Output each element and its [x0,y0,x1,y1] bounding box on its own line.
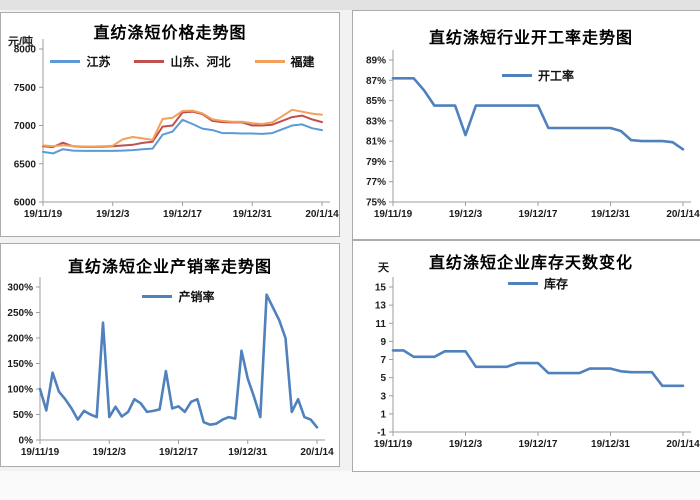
y-tick-label: 100% [7,385,33,396]
legend-line-icon [254,60,285,63]
legend-item: 库存 [507,275,568,292]
y-tick-label: 79% [366,157,386,168]
x-tick-label: 19/12/31 [591,209,630,220]
chart-title: 直纺涤短企业库存天数变化 [428,255,633,272]
y-tick-label: 6500 [14,159,37,170]
y-tick-label: 7 [380,355,386,366]
y-tick-label: 7000 [14,121,37,132]
series-line [38,293,319,429]
y-tick-label: 83% [366,116,386,127]
chart-plot: 75%77%79%81%83%85%87%89%19/11/19 19/12/3 1… [366,50,700,220]
y-axis-unit-label: 天 [378,262,389,274]
x-tick-label: 20/1/14 [666,439,700,450]
y-tick-label: 15 [375,283,387,294]
y-tick-label: 1 [380,409,386,420]
chart-panel-inventory-days: 直纺涤短企业库存天数变化 天 -1 1 3 5 7 9 11 13 15 19/11/19 19/1… [352,240,700,472]
chart-legend: 库存 [393,275,683,292]
y-tick-label: 300% [7,283,33,294]
page-bottom-margin [0,471,700,500]
legend-label: 山东、河北 [170,55,231,69]
y-tick-label: 50% [13,410,33,421]
y-tick-label: 0% [19,436,34,447]
y-tick-label: 85% [366,96,386,107]
y-axis-unit-label: 元/吨 [8,36,34,48]
y-tick-label: 200% [7,334,33,345]
x-tick-label: 19/12/17 [159,447,198,458]
chart-title: 直纺涤短价格走势图 [93,25,247,42]
y-tick-label: 6000 [14,198,37,209]
y-tick-label: 8000 [14,45,37,56]
x-tick-label: 19/12/17 [163,209,202,220]
y-tick-label: 89% [366,56,386,67]
legend-label: 库存 [543,277,568,291]
y-tick-label: 7500 [14,83,37,94]
x-tick-label: 19/11/19 [21,447,60,458]
legend-line-icon [507,282,538,285]
y-tick-label: 250% [7,308,33,319]
x-tick-label: 19/12/31 [228,447,267,458]
chart-plot: 6000 6500 7000 7500 8000 19/11/19 19/12/3 19/12… [14,39,339,220]
chart-title: 直纺涤短企业产销率走势图 [67,259,272,276]
series-line [391,349,685,388]
x-tick-label: 19/11/19 [374,439,413,450]
y-tick-label: 5 [380,373,386,384]
x-tick-label: 19/12/17 [519,439,558,450]
page-top-margin [0,0,700,10]
legend-item: 福建 [254,53,315,70]
chart-title: 直纺涤短行业开工率走势图 [428,30,633,47]
legend-item: 开工率 [501,67,574,84]
chart-legend: 产销率 [40,288,317,305]
legend-line-icon [501,74,532,77]
chart-legend: 开工率 [393,67,683,84]
y-tick-label: 9 [380,337,386,348]
x-tick-label: 19/12/31 [591,439,630,450]
chart-panel-price: 直纺涤短价格走势图 元/吨 6000 6500 7000 7500 8000 19/11/… [0,12,340,237]
x-tick-label: 20/1/14 [666,209,700,220]
y-tick-label: 81% [366,137,386,148]
chart-panel-operating-rate: 直纺涤短行业开工率走势图 75% 77% 79% 81% 83% 85% 87% 89% 19/… [352,10,700,240]
legend-label: 产销率 [178,290,215,304]
legend-line-icon [142,295,173,298]
chart-legend: 江苏 山东、河北 福建 [43,53,322,70]
x-tick-label: 19/12/3 [449,439,483,450]
y-tick-label: -1 [377,428,386,439]
y-tick-label: 87% [366,76,386,87]
x-tick-label: 19/12/3 [96,209,130,220]
y-tick-label: 75% [366,198,386,209]
y-tick-label: 77% [366,177,386,188]
series-line [42,108,323,148]
legend-label: 福建 [290,55,315,69]
x-tick-label: 20/1/14 [305,209,339,220]
chart-panel-sales-ratio: 直纺涤短企业产销率走势图 0% 50% 100% 150% 200% 250% 300% 19… [0,243,340,467]
y-tick-label: 150% [7,359,33,370]
legend-line-icon [50,60,81,63]
legend-label: 开工率 [537,69,574,83]
x-tick-label: 19/12/3 [449,209,483,220]
x-tick-label: 20/1/14 [300,447,334,458]
series-line [42,118,323,155]
legend-item: 江苏 [50,53,110,70]
x-tick-label: 19/12/31 [233,209,272,220]
y-tick-label: 3 [380,391,386,402]
legend-item: 产销率 [142,288,215,305]
x-tick-label: 19/12/17 [519,209,558,220]
chart-plot: 0% 50% 100% 150% 200% 250% 300% 19/11/19 19/12/3… [7,277,334,458]
y-tick-label: 11 [375,319,386,330]
x-tick-label: 19/11/19 [24,209,63,220]
series-line [391,77,685,151]
legend-line-icon [134,60,165,63]
legend-item: 山东、河北 [134,53,231,70]
x-tick-label: 19/11/19 [374,209,413,220]
x-tick-label: 19/12/3 [93,447,127,458]
y-tick-label: 13 [375,301,387,312]
legend-label: 江苏 [86,55,111,69]
